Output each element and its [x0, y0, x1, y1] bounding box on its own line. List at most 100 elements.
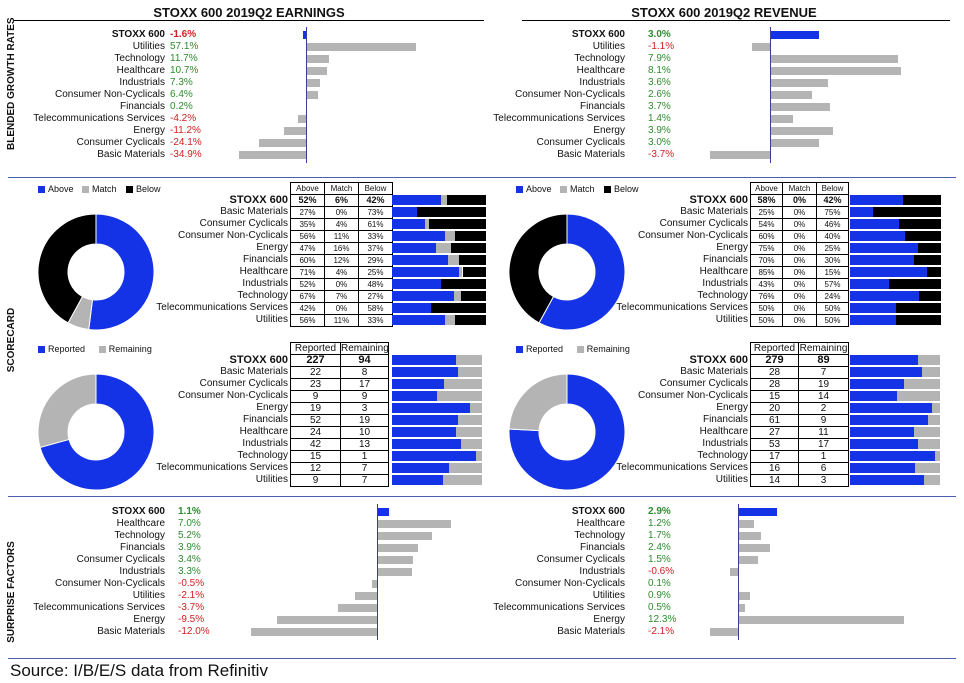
value-label: -0.5% — [178, 578, 205, 589]
category-label: Energy — [593, 614, 625, 625]
stacked-bar-segment — [918, 243, 941, 253]
bar-mark — [738, 544, 771, 552]
category-label: Utilities — [132, 41, 165, 52]
category-label: Financials — [579, 101, 625, 112]
stacked-bar-segment — [850, 355, 919, 365]
stacked-bar-segment — [850, 379, 904, 389]
legend-label: Reported — [526, 344, 564, 354]
bar-mark — [302, 31, 306, 39]
table-row-label: Financials — [242, 414, 288, 425]
zero-axis — [306, 27, 307, 163]
legend-item: Remaining — [98, 344, 152, 354]
legend-label: Above — [526, 184, 552, 194]
value-label: -1.6% — [170, 29, 197, 40]
legend-swatch — [82, 186, 89, 194]
category-label: Financials — [119, 542, 165, 553]
stacked-bar-segment — [928, 415, 940, 425]
value-label: -0.6% — [648, 566, 675, 577]
bar-mark — [297, 115, 306, 123]
stacked-bar-segment — [424, 219, 429, 229]
legend-swatch — [98, 346, 106, 354]
stacked-bar-segment — [431, 303, 486, 313]
stacked-bar-segment — [850, 231, 905, 241]
table-row-label: Energy — [716, 242, 748, 253]
stacked-bar-segment — [850, 427, 914, 437]
donut-slice — [508, 373, 568, 432]
table-row-label: Energy — [716, 402, 748, 413]
value-label: 1.5% — [648, 554, 671, 565]
category-label: Utilities — [592, 590, 625, 601]
stacked-bar-segment — [903, 379, 940, 389]
legend-swatch — [38, 186, 45, 194]
value-label: 7.3% — [170, 77, 193, 88]
stacked-bar-segment — [902, 195, 941, 205]
table-row-label: Telecommunications Services — [616, 462, 748, 473]
category-label: Basic Materials — [97, 626, 165, 637]
stacked-bar-segment — [850, 415, 929, 425]
donut-reported-earnings — [37, 373, 155, 491]
legend-swatch — [560, 186, 567, 194]
bar-mark — [738, 520, 755, 528]
table-row-label: Industrials — [242, 278, 288, 289]
table-row-label: Financials — [702, 414, 748, 425]
table-row-label: Utilities — [715, 474, 748, 485]
stacked-bar-segment — [850, 463, 916, 473]
stacked-bar-segment — [392, 267, 459, 277]
table-row-label: Industrials — [242, 438, 288, 449]
category-label: Technology — [114, 530, 165, 541]
stacked-bar-segment — [935, 451, 940, 461]
stacked-bar-segment — [850, 255, 914, 265]
category-label: Technology — [574, 530, 625, 541]
stacked-bar-segment — [392, 439, 461, 449]
stacked-bar-segment — [392, 463, 449, 473]
stacked-bar-segment — [392, 231, 445, 241]
value-label: 2.9% — [648, 506, 671, 517]
legend-label: Below — [614, 184, 639, 194]
category-label: Consumer Non-Cyclicals — [514, 89, 625, 100]
legend-label: Match — [570, 184, 595, 194]
stacked-bar-segment — [392, 427, 456, 437]
stacked-bar-segment — [462, 267, 486, 277]
bar-mark — [770, 103, 830, 111]
bar-mark — [259, 139, 306, 147]
stacked-bar-segment — [392, 403, 470, 413]
table-row-label: Utilities — [715, 314, 748, 325]
stacked-bar-segment — [918, 355, 940, 365]
stacked-bar-segment — [392, 451, 477, 461]
table-row-label: Telecommunications Services — [616, 302, 748, 313]
table-cell: 0% — [782, 314, 817, 327]
stacked-bar-segment — [440, 279, 486, 289]
stacked-bar-segment — [392, 475, 443, 485]
legend-label: Below — [136, 184, 161, 194]
table-row-label: STOXX 600 — [689, 354, 749, 366]
stacked-bar-segment — [460, 291, 486, 301]
category-label: Telecommunications Services — [33, 602, 165, 613]
stacked-bar-segment — [850, 291, 920, 301]
bar-mark — [710, 151, 770, 159]
bar-mark — [738, 532, 761, 540]
bar-mark — [238, 151, 306, 159]
table-row-label: Healthcare — [699, 426, 748, 437]
stacked-bar-segment — [451, 243, 486, 253]
table-row-label: STOXX 600 — [689, 194, 749, 206]
table-row-label: Telecommunications Services — [156, 302, 288, 313]
bar-mark — [738, 508, 778, 516]
zero-axis — [738, 504, 739, 640]
stacked-bar-segment — [392, 255, 448, 265]
stacked-bar-segment — [913, 255, 941, 265]
value-label: -3.7% — [648, 149, 675, 160]
category-label: Utilities — [592, 41, 625, 52]
legend-item: Reported — [516, 344, 563, 354]
category-label: Telecommunications Services — [493, 602, 625, 613]
value-label: 3.9% — [648, 125, 671, 136]
category-label: Healthcare — [576, 65, 625, 76]
table-row-label: Energy — [256, 402, 288, 413]
table-cell: 50% — [750, 314, 783, 327]
category-label: Telecommunications Services — [33, 113, 165, 124]
value-label: -11.2% — [170, 125, 201, 136]
table-row-label: Healthcare — [239, 426, 288, 437]
category-label: Energy — [593, 125, 625, 136]
category-label: STOXX 600 — [111, 506, 165, 517]
category-label: STOXX 600 — [571, 506, 625, 517]
donut-slice — [37, 373, 97, 449]
